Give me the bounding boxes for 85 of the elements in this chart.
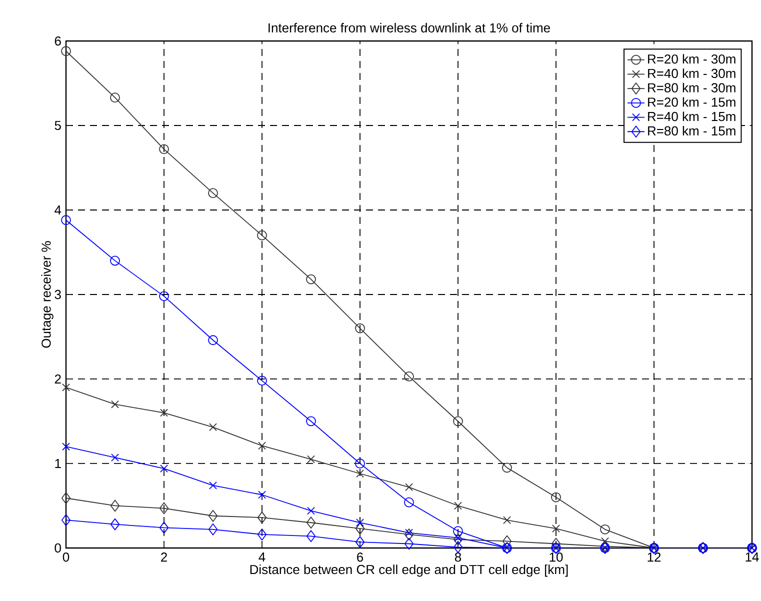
point: [405, 483, 413, 492]
point: [160, 408, 168, 417]
point: [502, 535, 512, 548]
point: [208, 188, 218, 198]
point: [355, 323, 365, 334]
point: [404, 372, 414, 382]
point: [551, 538, 561, 550]
legend-label: R=80 km - 30m: [648, 82, 736, 92]
point: [258, 490, 266, 499]
point: [552, 524, 560, 533]
x-tick-label: 2: [161, 552, 167, 562]
point: [306, 516, 316, 529]
legend-label: R=80 km - 15m: [648, 126, 736, 136]
point: [454, 534, 462, 542]
point: [257, 512, 267, 524]
point: [110, 518, 120, 530]
point: [61, 215, 71, 226]
point: [453, 416, 463, 426]
point: [110, 92, 120, 103]
x-tick-label: 14: [746, 552, 759, 562]
y-tick-label: 1: [55, 459, 61, 468]
point: [404, 538, 414, 550]
point: [208, 335, 218, 346]
point: [453, 541, 463, 554]
point: [307, 455, 315, 464]
point: [355, 458, 365, 468]
point: [355, 536, 365, 548]
point: [503, 516, 511, 524]
y-tick-label: 2: [54, 374, 61, 384]
y-axis-title: Outage receiver %: [41, 241, 54, 348]
point: [405, 528, 413, 537]
x-tick-label: 12: [648, 552, 661, 562]
point: [159, 502, 169, 514]
chart-title: Interference from wireless downlink at 1% of time: [268, 22, 550, 32]
point: [257, 230, 267, 240]
x-tick-label: 4: [258, 552, 266, 562]
point: [356, 470, 364, 478]
x-tick-label: 8: [454, 552, 462, 562]
y-tick-label: 0: [54, 543, 61, 553]
point: [61, 46, 71, 56]
x-axis-title: Distance between CR cell edge and DTT cell edge [km]: [250, 564, 568, 577]
point: [258, 442, 266, 450]
point: [454, 502, 462, 510]
point: [404, 528, 414, 540]
y-tick-label: 6: [54, 36, 61, 46]
x-tick-label: 10: [550, 552, 563, 562]
point: [356, 518, 364, 527]
point: [355, 522, 365, 534]
point: [453, 534, 463, 546]
point: [62, 442, 70, 451]
point: [111, 454, 119, 462]
point: [61, 492, 71, 504]
point: [257, 376, 267, 386]
point: [306, 274, 316, 284]
point: [62, 383, 70, 392]
point: [209, 481, 217, 490]
point: [404, 497, 414, 508]
point: [209, 423, 217, 432]
point: [111, 400, 119, 408]
legend-label: R=20 km - 30m: [648, 54, 736, 64]
point: [307, 506, 315, 515]
x-tick-label: 6: [357, 552, 364, 562]
point: [453, 526, 463, 536]
legend-label: R=20 km - 15m: [648, 97, 736, 107]
point: [159, 291, 169, 302]
point: [160, 464, 168, 473]
point: [502, 462, 512, 473]
point: [208, 510, 218, 522]
legend-label: R=40 km - 15m: [648, 112, 736, 122]
y-tick-label: 4: [54, 206, 62, 214]
point: [159, 522, 169, 534]
point: [61, 514, 71, 526]
x-tick-label: 0: [62, 552, 70, 562]
point: [257, 528, 267, 540]
y-tick-label: 5: [54, 120, 61, 130]
point: [600, 524, 610, 534]
legend-label: R=40 km - 30m: [648, 68, 736, 78]
point: [551, 492, 561, 502]
y-tick-label: 3: [54, 290, 61, 300]
point: [110, 256, 120, 266]
point: [208, 523, 218, 536]
point: [306, 416, 316, 426]
point: [110, 500, 120, 512]
point: [159, 144, 169, 154]
point: [306, 530, 316, 542]
